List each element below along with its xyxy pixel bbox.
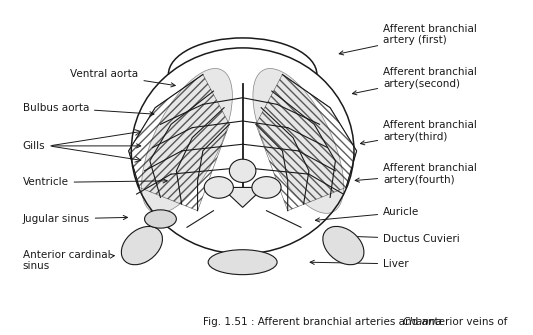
Text: Afferent branchial
artery(fourth): Afferent branchial artery(fourth): [355, 163, 477, 185]
Text: Ductus Cuvieri: Ductus Cuvieri: [334, 234, 460, 244]
Text: Jugular sinus: Jugular sinus: [22, 214, 127, 224]
Ellipse shape: [204, 177, 233, 198]
Ellipse shape: [229, 159, 256, 183]
Text: Fig. 1.51 : Afferent branchial arteries and anterior veins of: Fig. 1.51 : Afferent branchial arteries …: [203, 317, 510, 327]
Text: Channa: Channa: [402, 317, 442, 327]
Text: Bulbus aorta: Bulbus aorta: [22, 103, 154, 116]
Text: Auricle: Auricle: [316, 207, 419, 222]
Ellipse shape: [142, 68, 232, 213]
Ellipse shape: [144, 210, 176, 228]
Text: Anterior cardinal
sinus: Anterior cardinal sinus: [22, 250, 114, 271]
Ellipse shape: [252, 177, 281, 198]
Text: Afferent branchial
artery(second): Afferent branchial artery(second): [352, 67, 477, 95]
Ellipse shape: [323, 226, 364, 265]
Text: Liver: Liver: [310, 259, 409, 269]
Text: Gills: Gills: [22, 141, 141, 151]
Ellipse shape: [208, 250, 277, 275]
Text: Afferent branchial
artery(third): Afferent branchial artery(third): [360, 120, 477, 145]
Ellipse shape: [253, 68, 344, 213]
Text: Ventral aorta: Ventral aorta: [70, 69, 175, 87]
Ellipse shape: [122, 226, 163, 265]
Text: Ventricle: Ventricle: [22, 178, 167, 188]
Polygon shape: [221, 188, 264, 207]
Text: Afferent branchial
artery (first): Afferent branchial artery (first): [339, 24, 477, 55]
